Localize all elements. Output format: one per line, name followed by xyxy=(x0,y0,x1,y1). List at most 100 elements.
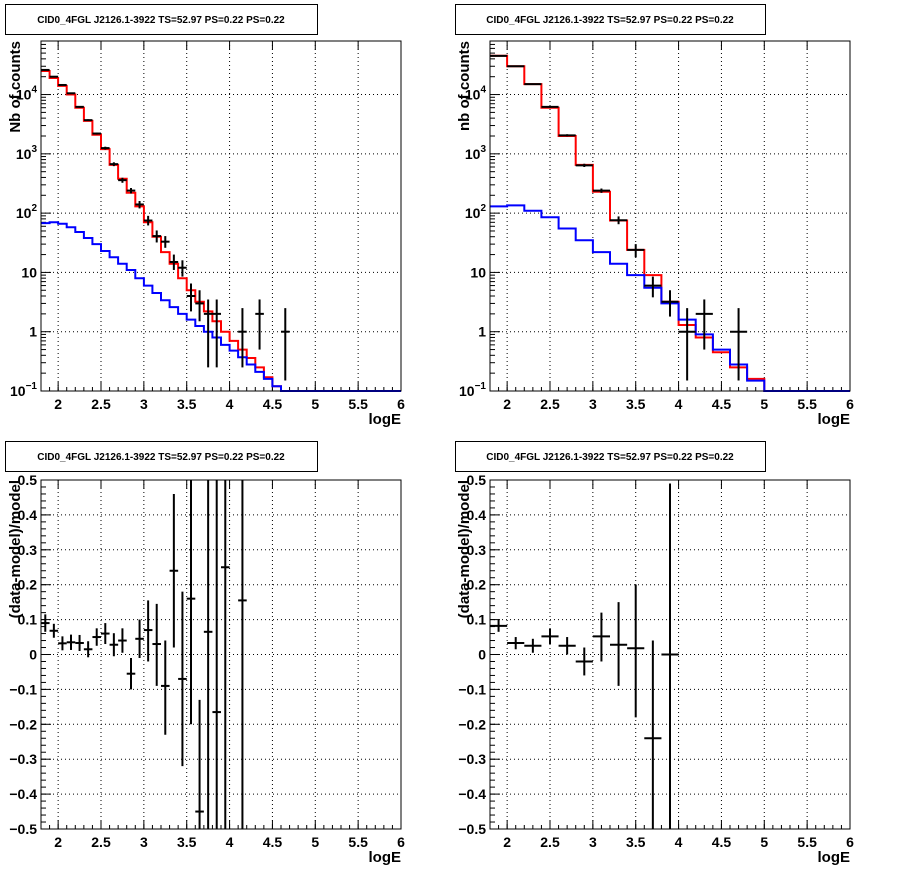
x-axis-title: logE xyxy=(818,849,851,866)
x-tick-label: 4.5 xyxy=(263,396,283,412)
y-tick-label: 0.3 xyxy=(18,542,38,558)
x-tick-label: 2.5 xyxy=(540,396,560,412)
data-point xyxy=(490,619,508,632)
data-point xyxy=(178,260,187,277)
data-point xyxy=(152,230,161,243)
data-point xyxy=(195,699,204,829)
y-tick-label: −0.1 xyxy=(9,681,37,697)
x-tick-label: 4.5 xyxy=(712,834,732,850)
data-point xyxy=(730,308,748,381)
data-point xyxy=(58,636,67,651)
chart-title-box xyxy=(5,4,318,35)
x-tick-label: 3.5 xyxy=(177,396,197,412)
data-point xyxy=(41,68,50,71)
y-tick-label: 102 xyxy=(16,203,38,221)
data-point xyxy=(644,640,662,829)
y-tick-label: 10−1 xyxy=(10,381,37,399)
y-tick-label: 1 xyxy=(478,324,486,340)
chart-panel-1: CID0_4FGL J2126.1-3922 TS=52.97 PS=0.22 … xyxy=(5,4,405,428)
series-step-line-2 xyxy=(490,204,850,392)
series-step-line-2 xyxy=(41,221,401,392)
y-axis-title: nb of counts xyxy=(456,41,473,131)
x-tick-label: 3 xyxy=(589,396,597,412)
x-tick-label: 6 xyxy=(397,396,405,412)
data-point xyxy=(195,290,204,322)
data-point xyxy=(49,75,59,78)
x-axis-title: logE xyxy=(369,849,402,866)
x-axis-title: logE xyxy=(818,411,851,428)
x-tick-label: 6 xyxy=(846,834,854,850)
x-tick-label: 2 xyxy=(503,834,511,850)
data-point xyxy=(695,299,713,350)
y-tick-label: −0.5 xyxy=(458,821,486,837)
y-tick-label: 0 xyxy=(478,647,486,663)
y-tick-label: −0.3 xyxy=(9,751,37,767)
y-tick-label: 0.1 xyxy=(18,612,38,628)
y-tick-label: 0.4 xyxy=(467,507,487,523)
data-point xyxy=(83,119,93,122)
x-tick-label: 3.5 xyxy=(626,834,646,850)
x-tick-label: 5.5 xyxy=(797,834,817,850)
x-tick-label: 3.5 xyxy=(626,396,646,412)
y-tick-label: −0.4 xyxy=(458,786,486,802)
y-tick-label: −0.4 xyxy=(9,786,37,802)
data-point xyxy=(66,92,76,95)
data-point xyxy=(661,483,679,829)
y-tick-label: −0.2 xyxy=(458,716,486,732)
data-point xyxy=(143,600,153,662)
data-point xyxy=(627,584,645,718)
data-point xyxy=(558,134,576,137)
data-point xyxy=(49,623,59,638)
data-point xyxy=(661,290,679,317)
x-tick-label: 3 xyxy=(140,834,148,850)
chart-title: CID0_4FGL J2126.1-3922 TS=52.97 PS=0.22 … xyxy=(486,15,734,26)
data-point xyxy=(541,105,559,108)
y-tick-label: 10 xyxy=(470,264,486,280)
data-point xyxy=(161,640,170,735)
x-tick-label: 6 xyxy=(397,834,405,850)
x-tick-label: 5 xyxy=(311,834,319,850)
x-tick-label: 2.5 xyxy=(540,834,560,850)
plot-frame xyxy=(489,479,851,830)
data-point xyxy=(490,54,508,57)
y-tick-label: 103 xyxy=(465,144,487,162)
data-point xyxy=(678,308,696,381)
data-point xyxy=(644,276,662,298)
chart-panel-3: CID0_4FGL J2126.1-3922 TS=52.97 PS=0.22 … xyxy=(5,441,405,866)
chart-title-box xyxy=(5,441,318,472)
data-point xyxy=(161,236,170,248)
y-tick-label: 10−1 xyxy=(459,381,486,399)
chart-title: CID0_4FGL J2126.1-3922 TS=52.97 PS=0.22 … xyxy=(486,452,734,463)
y-axis-title: (data-model)/model xyxy=(7,480,24,618)
plot-frame xyxy=(40,40,402,392)
data-point xyxy=(75,634,84,652)
y-tick-label: 0.2 xyxy=(467,577,487,593)
y-tick-label: −0.1 xyxy=(458,681,486,697)
x-tick-label: 4.5 xyxy=(263,834,283,850)
data-point xyxy=(101,146,110,150)
data-point xyxy=(169,493,179,648)
x-tick-label: 3 xyxy=(589,834,597,850)
data-point xyxy=(101,623,110,645)
data-point xyxy=(203,480,213,829)
y-tick-label: 0.2 xyxy=(18,577,38,593)
data-point xyxy=(221,480,230,829)
data-point xyxy=(507,65,525,68)
y-tick-label: 0.1 xyxy=(467,612,487,628)
data-point xyxy=(178,591,187,767)
data-point xyxy=(592,188,610,193)
data-point xyxy=(507,637,525,650)
data-point xyxy=(610,216,628,225)
data-point xyxy=(212,299,221,368)
x-tick-label: 2 xyxy=(54,834,62,850)
x-tick-label: 2 xyxy=(54,396,62,412)
data-point xyxy=(203,299,213,368)
data-point xyxy=(238,480,247,829)
chart-panel-4: CID0_4FGL J2126.1-3922 TS=52.97 PS=0.22 … xyxy=(455,441,854,866)
data-point xyxy=(75,105,84,108)
y-tick-label: 0 xyxy=(29,647,37,663)
data-point xyxy=(627,244,645,258)
y-tick-label: −0.5 xyxy=(9,821,37,837)
data-point xyxy=(558,637,576,655)
